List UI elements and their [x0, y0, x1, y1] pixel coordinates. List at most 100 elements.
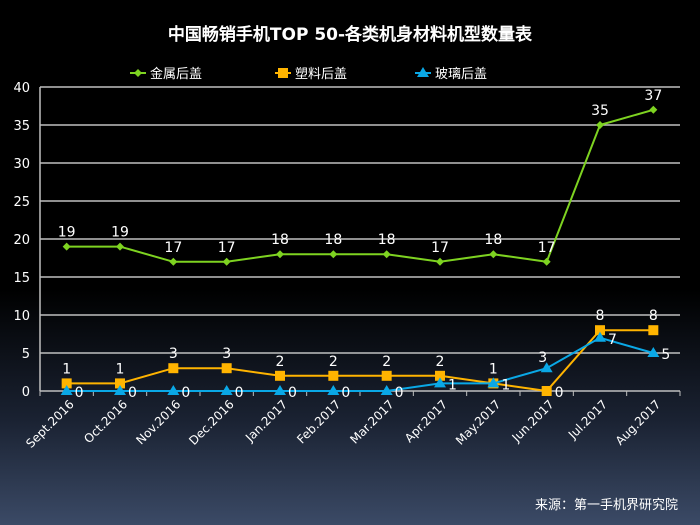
data-point: [489, 250, 498, 259]
data-point: [61, 378, 72, 389]
data-label: 1: [62, 361, 71, 377]
legend-label: 玻璃后盖: [435, 67, 487, 82]
legend-label: 塑料后盖: [295, 67, 347, 82]
data-label: 19: [58, 225, 76, 241]
data-label: 18: [378, 232, 396, 248]
data-label: 5: [661, 347, 670, 363]
data-label: 2: [382, 354, 391, 370]
y-tick-label: 15: [13, 271, 30, 286]
x-tick-label: Nov.2016: [133, 397, 183, 447]
data-point: [594, 331, 606, 342]
data-point: [435, 370, 445, 381]
legend-label: 金属后盖: [150, 66, 202, 82]
data-label: 0: [75, 385, 84, 401]
data-label: 3: [169, 346, 178, 362]
data-label: 0: [341, 385, 350, 401]
data-label: 17: [164, 240, 182, 256]
y-tick-label: 10: [13, 309, 30, 324]
data-point: [648, 325, 659, 336]
data-point: [417, 67, 429, 77]
x-tick-label: Jul.2017: [565, 397, 610, 442]
data-point: [595, 325, 605, 336]
data-label: 8: [596, 308, 605, 324]
data-label: 8: [649, 308, 658, 324]
data-label: 2: [329, 354, 338, 370]
x-tick-label: Dec.2016: [186, 397, 237, 448]
data-point: [168, 363, 179, 374]
data-label: 0: [555, 385, 564, 401]
x-tick-label: Apr.2017: [402, 397, 450, 445]
data-label: 0: [288, 385, 297, 401]
data-label: 1: [501, 377, 510, 393]
data-point: [115, 378, 125, 389]
data-point: [116, 242, 124, 251]
x-tick-label: Sept.2016: [23, 397, 77, 451]
data-label: 17: [538, 240, 556, 256]
data-label: 3: [222, 346, 231, 362]
data-point: [596, 121, 604, 129]
data-label: 0: [235, 385, 244, 401]
data-label: 1: [489, 361, 498, 377]
x-tick-label: Feb.2017: [294, 397, 343, 446]
data-point: [167, 385, 180, 395]
data-point: [220, 385, 233, 395]
data-label: 18: [271, 232, 289, 248]
data-label: 0: [181, 385, 190, 401]
data-point: [380, 385, 393, 395]
data-label: 3: [538, 350, 547, 366]
data-label: 17: [431, 240, 449, 256]
y-tick-label: 0: [22, 385, 30, 400]
data-point: [114, 385, 126, 395]
x-tick-label: Jan.2017: [242, 397, 290, 445]
data-point: [276, 250, 284, 259]
data-label: 0: [395, 385, 404, 401]
data-point: [278, 68, 288, 78]
data-point: [275, 370, 285, 381]
data-point: [649, 105, 658, 114]
x-tick-label: Aug.2017: [613, 397, 664, 448]
source-note: 来源：第一手机界研究院: [534, 498, 678, 513]
data-point: [487, 377, 500, 388]
data-label: 37: [644, 88, 662, 104]
y-tick-label: 5: [22, 347, 30, 362]
y-tick-label: 30: [13, 157, 30, 172]
data-label: 1: [116, 361, 125, 377]
series-line: [66, 329, 654, 393]
data-label: 19: [111, 225, 129, 241]
x-tick-label: Jun.2017: [509, 397, 557, 445]
data-point: [221, 363, 232, 374]
x-tick-label: Oct.2016: [81, 397, 130, 446]
data-label: 18: [324, 232, 342, 248]
series-line: [66, 336, 654, 392]
data-point: [382, 250, 391, 259]
data-point: [327, 385, 340, 395]
y-tick-label: 35: [13, 119, 30, 134]
data-point: [328, 370, 339, 381]
data-point: [381, 370, 392, 381]
chart-title: 中国畅销手机TOP 50-各类机身材料机型数量表: [167, 25, 533, 45]
x-tick-label: May.2017: [453, 397, 504, 448]
data-point: [60, 385, 73, 395]
data-point: [62, 242, 71, 251]
x-tick-label: Mar.2017: [347, 397, 396, 446]
data-point: [647, 347, 660, 357]
y-tick-label: 25: [13, 195, 30, 210]
data-point: [134, 69, 142, 77]
data-label: 1: [448, 377, 457, 393]
data-point: [542, 257, 551, 266]
data-point: [436, 257, 444, 266]
series-line: [66, 108, 654, 263]
data-point: [540, 362, 553, 373]
data-point: [169, 257, 178, 266]
data-label: 18: [484, 232, 502, 248]
data-point: [541, 386, 552, 396]
data-label: 0: [128, 385, 137, 401]
y-tick-label: 40: [13, 81, 30, 96]
data-label: 2: [436, 354, 445, 370]
data-point: [434, 377, 446, 388]
data-point: [222, 257, 231, 266]
data-label: 2: [276, 354, 285, 370]
data-label: 35: [591, 103, 609, 119]
y-tick-label: 20: [13, 233, 30, 248]
